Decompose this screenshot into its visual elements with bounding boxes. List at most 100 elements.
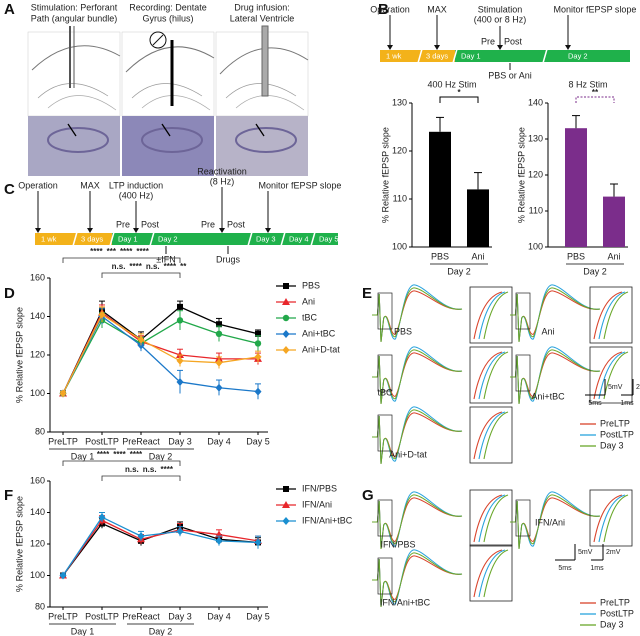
timeline-segment: [455, 50, 545, 62]
significance: ****: [130, 450, 143, 459]
chart-title: 8 Hz Stim: [568, 79, 607, 89]
histology-detail: [235, 127, 297, 153]
x-tick-label: Day 3: [168, 436, 192, 446]
significance: **: [592, 88, 599, 97]
bar: [429, 131, 451, 247]
legend-label: tBC: [302, 312, 318, 322]
inset-box: [469, 286, 513, 344]
inset-trace: [598, 291, 626, 340]
event-label: Monitor fEPSP slope: [259, 180, 342, 190]
panel-label: E: [362, 285, 372, 302]
x-tick-label: Ani: [607, 251, 620, 261]
event-label: (8 Hz): [210, 176, 235, 186]
scale-label: 5mV: [578, 549, 593, 556]
y-tick-label: 110: [393, 193, 407, 203]
timeline-break: [542, 48, 548, 64]
timeline-label: 1 wk: [386, 51, 402, 60]
significance: n.s.: [146, 262, 160, 271]
x-tick-label: Day 4: [207, 436, 231, 446]
recording-symbol: [149, 31, 167, 49]
zoom-box: [377, 292, 393, 330]
data-point: [254, 352, 262, 361]
legend-label: Day 3: [600, 440, 624, 450]
legend-marker: [282, 517, 290, 525]
legend-marker: [282, 298, 290, 305]
recording-symbol: [152, 34, 164, 46]
inset-trace: [593, 291, 623, 340]
event-label: Stimulation: [478, 4, 523, 14]
arrow-head: [87, 228, 93, 233]
inset-trace: [473, 351, 503, 400]
inset-trace: [478, 351, 506, 400]
x-tick-label: PreLTP: [48, 611, 78, 621]
inset-trace: [603, 494, 629, 543]
timeline-segment: [35, 233, 75, 245]
significance-bracket: [62, 460, 181, 466]
timeline-segment: [283, 233, 313, 245]
legend-label: Ani: [302, 296, 315, 306]
event-label: Post: [227, 219, 246, 229]
data-point: [255, 330, 261, 337]
timeline-break: [310, 231, 316, 247]
timeline-label: Day 5: [319, 234, 339, 243]
trace: [372, 409, 463, 465]
event-label: Drugs: [216, 254, 241, 264]
significance: n.s.: [143, 465, 157, 474]
timeline-break: [149, 231, 155, 247]
trace-label: PBS: [394, 326, 412, 336]
panel-label: B: [378, 1, 389, 18]
event-label: Monitor fEPSP slope: [554, 4, 637, 14]
inset-trace: [593, 494, 623, 543]
inset-trace: [603, 291, 629, 340]
atlas-outline: [141, 95, 211, 111]
image-title: Stimulation: Perforant: [31, 2, 118, 12]
atlas-outline: [131, 83, 203, 99]
legend-label: Ani+tBC: [302, 328, 336, 338]
timeline-segment: [313, 233, 338, 245]
significance: ****: [129, 262, 142, 271]
event-label: MAX: [427, 4, 447, 14]
inset-trace: [478, 494, 506, 543]
zoom-box: [377, 557, 393, 595]
x-tick-label: PBS: [431, 251, 449, 261]
y-tick-label: 100: [30, 388, 45, 398]
significance: ***: [107, 247, 117, 256]
inset-trace: [593, 351, 623, 400]
trace: [510, 287, 601, 343]
group-label: Day 1: [71, 451, 95, 461]
x-tick-label: Day 4: [207, 611, 231, 621]
inset-box: [589, 286, 633, 344]
trace-label: Ani: [541, 326, 554, 336]
trace-label: tBC: [377, 387, 393, 397]
atlas-section: [121, 31, 215, 117]
significance: **: [180, 262, 187, 271]
image-title: Drug infusion:: [234, 2, 290, 12]
event-label: Post: [504, 36, 523, 46]
significance-bracket: [575, 96, 615, 103]
trace: [510, 494, 601, 550]
y-tick-label: 120: [30, 349, 45, 359]
event-label: LTP induction: [109, 180, 163, 190]
zoom-box: [377, 414, 393, 452]
timeline-segment: [75, 233, 112, 245]
timeline-label: Day 2: [568, 51, 588, 60]
y-tick-label: 110: [529, 205, 543, 215]
data-point: [176, 527, 184, 536]
series-line: [62, 306, 259, 394]
event-label: Reactivation: [197, 166, 247, 176]
data-point: [59, 571, 67, 580]
x-tick-label: PreReact: [122, 611, 160, 621]
inset-trace: [478, 291, 506, 340]
x-tick-label: Day 5: [246, 611, 270, 621]
data-point: [137, 335, 145, 344]
group-label: Day 2: [149, 626, 173, 636]
y-tick-label: 140: [30, 311, 45, 321]
timeline-segment: [152, 233, 250, 245]
panel-label: F: [4, 487, 13, 504]
significance: n.s.: [125, 465, 139, 474]
y-tick-label: 80: [35, 426, 45, 436]
group-label: Day 2: [583, 266, 607, 276]
y-tick-label: 100: [30, 570, 45, 580]
x-tick-label: PostLTP: [85, 611, 119, 621]
data-point: [176, 317, 184, 324]
